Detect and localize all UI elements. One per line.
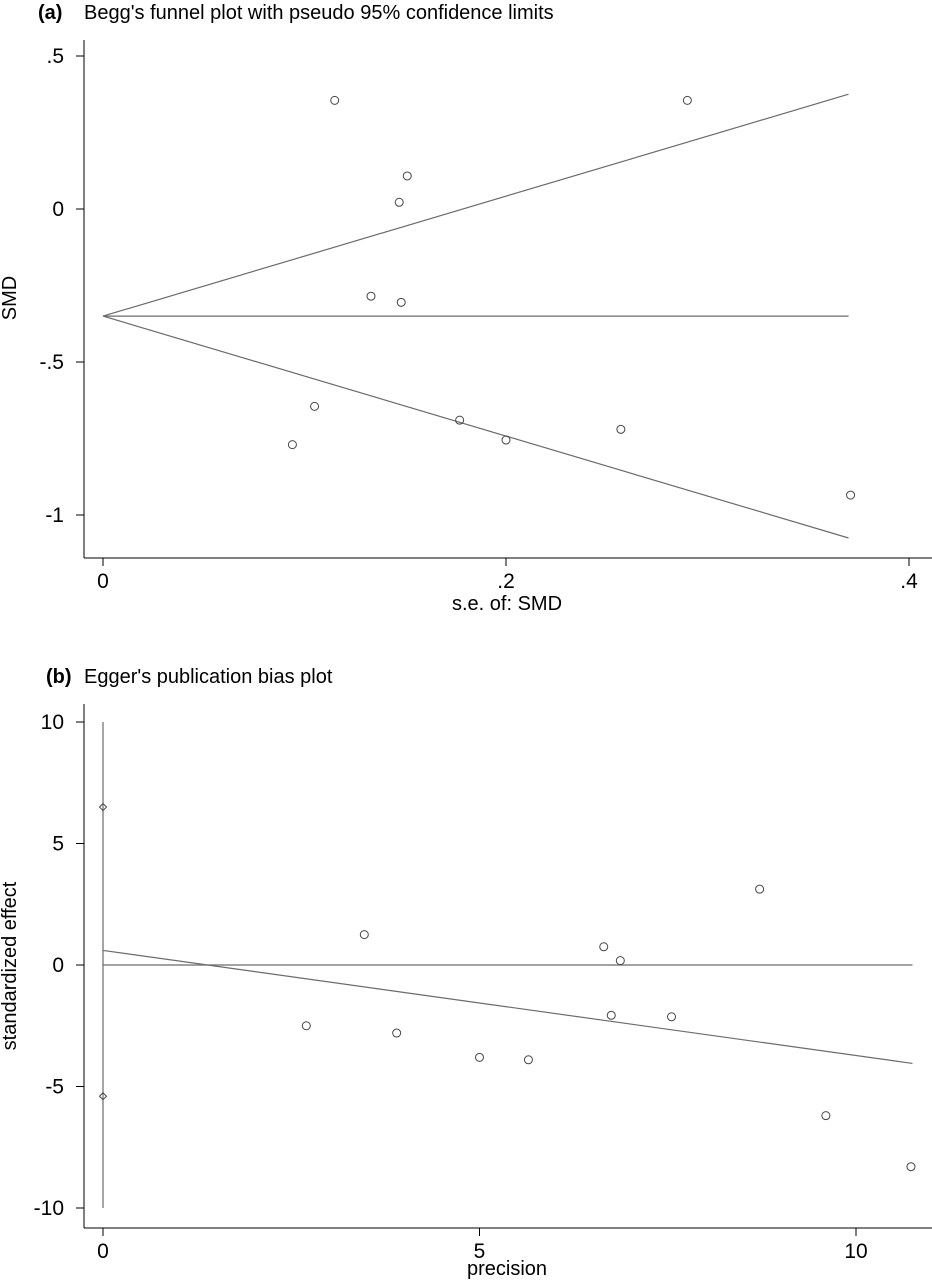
panel-a-study-point — [310, 401, 320, 411]
panel-b-study-point — [606, 1010, 616, 1020]
panel-a-ticks: 0 .2 .4 .5 0 -.5 -1 — [39, 45, 918, 593]
panel-b-study-point — [599, 942, 609, 952]
panel-a-funnel-lines — [102, 93, 849, 539]
panel-a-y-tick-label: 0 — [52, 198, 64, 221]
panel-b-regression-line — [102, 949, 913, 1065]
panel-b-study-point — [906, 1162, 916, 1172]
panel-b-study-point — [475, 1052, 484, 1062]
panel-a-title: Begg's funnel plot with pseudo 95% confi… — [84, 2, 554, 24]
panel-b-study-point — [359, 930, 369, 940]
panel-b-study-point — [667, 1012, 677, 1022]
panel-a-x-tick-label: .2 — [497, 570, 515, 593]
panel-b-x-tick-label: 10 — [844, 1240, 867, 1263]
panel-a: (a) Begg's funnel plot with pseudo 95% c… — [0, 2, 932, 615]
panel-a-study-point — [366, 291, 376, 301]
panel-a-y-tick-label: -.5 — [39, 351, 64, 374]
panel-b-study-point — [392, 1028, 402, 1038]
panel-a-study-point — [682, 95, 692, 105]
panel-b-study-point — [301, 1021, 311, 1031]
panel-a-study-point — [287, 440, 297, 450]
panel-b-y-tick-label: 5 — [52, 833, 64, 856]
panel-b-y-axis-title: standardized effect — [0, 881, 21, 1050]
panel-a-points — [287, 95, 856, 500]
panel-b-label: (b) — [46, 666, 72, 688]
panel-a-study-point — [455, 415, 465, 425]
panel-a-study-point — [402, 171, 412, 181]
panel-a-label: (a) — [38, 2, 62, 24]
panel-b-ticks: 0 5 10 10 5 0 -5 -10 — [34, 711, 868, 1263]
panel-b-title: Egger's publication bias plot — [84, 666, 333, 688]
panel-a-study-point — [394, 197, 404, 207]
panel-b-study-point — [755, 884, 765, 894]
panel-a-study-point — [616, 424, 626, 434]
panel-a-y-axis-title: SMD — [0, 276, 21, 320]
panel-a-x-tick-label: 0 — [97, 570, 109, 593]
panel-b-y-tick-label: -10 — [34, 1197, 64, 1220]
panel-b-ci-bound-diamond — [98, 802, 108, 812]
panel-b-x-tick-label: 0 — [97, 1240, 109, 1263]
panel-b-x-axis-title: precision — [467, 1258, 547, 1280]
panel-b-ci-bound-diamond — [98, 1092, 108, 1101]
panel-b-study-point — [615, 956, 625, 966]
panel-b-points — [301, 884, 916, 1172]
panel-b-study-point — [523, 1055, 533, 1065]
panel-b-lines — [98, 722, 913, 1208]
panel-a-study-point — [501, 435, 511, 445]
panel-a-x-tick-label: .4 — [900, 570, 918, 593]
panel-b: (b) Egger's publication bias plot standa… — [0, 666, 932, 1280]
panel-a-study-point — [846, 490, 856, 500]
panel-b-x-tick-label: 5 — [474, 1240, 486, 1263]
panel-b-study-point — [821, 1111, 831, 1121]
panel-a-study-point — [396, 297, 406, 307]
panel-a-x-axis-title: s.e. of: SMD — [452, 593, 562, 615]
panel-b-y-tick-label: 0 — [52, 954, 64, 977]
panel-b-y-tick-label: -5 — [45, 1076, 64, 1099]
panel-a-upper-limit-line — [102, 93, 849, 317]
panel-a-y-tick-label: -1 — [45, 504, 64, 527]
panel-a-lower-limit-line — [102, 315, 849, 539]
panel-a-study-point — [330, 95, 340, 105]
panel-a-y-tick-label: .5 — [46, 45, 64, 68]
panel-b-y-tick-label: 10 — [41, 711, 64, 734]
